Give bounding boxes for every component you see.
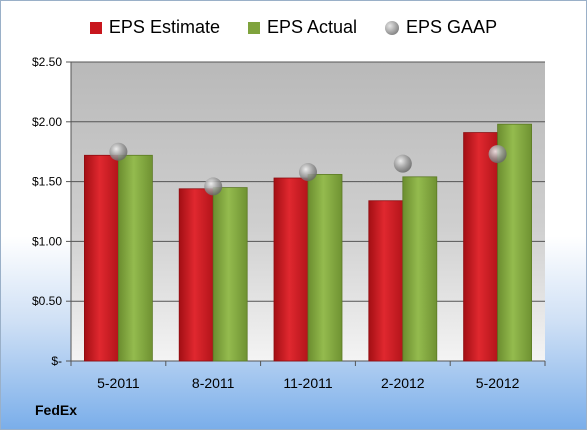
y-tick-label: $2.50 — [32, 55, 62, 69]
marker-eps-gaap — [109, 142, 128, 161]
legend-swatch-actual — [247, 21, 260, 34]
legend-label-actual: EPS Actual — [266, 17, 358, 37]
marker-eps-gaap — [488, 145, 507, 164]
bar-eps-estimate — [84, 154, 119, 362]
marker-eps-gaap — [299, 163, 317, 182]
legend-item-estimate: EPS Estimate — [89, 17, 220, 38]
marker-eps-gaap — [204, 177, 223, 196]
bar-eps-actual — [212, 187, 248, 362]
y-tick-label: $1.50 — [32, 175, 62, 189]
x-tick-label: 2-2012 — [381, 375, 425, 391]
y-tick-label: $2.00 — [32, 115, 62, 129]
legend: EPS Estimate EPS Actual EPS GAAP — [1, 17, 586, 38]
bar-eps-estimate — [178, 188, 214, 362]
x-tick-label: 5-2011 — [97, 375, 140, 391]
y-tick-label: $- — [51, 354, 62, 368]
x-tick-label: 8-2011 — [192, 375, 235, 391]
bar-eps-estimate — [273, 177, 309, 362]
x-tick-label: 5-2012 — [476, 375, 520, 391]
legend-swatch-estimate — [89, 21, 102, 34]
company-label: FedEx — [35, 402, 78, 418]
bar-eps-estimate — [368, 200, 404, 362]
x-tick-label: 11-2011 — [283, 375, 333, 391]
y-tick-label: $1.00 — [32, 234, 62, 248]
legend-marker-gaap — [385, 20, 400, 35]
bar-eps-actual — [402, 176, 438, 362]
bar-eps-estimate — [463, 132, 499, 362]
y-tick-label: $0.50 — [32, 294, 62, 308]
legend-label-gaap: EPS GAAP — [406, 17, 498, 37]
bar-eps-actual — [307, 174, 343, 362]
legend-item-actual: EPS Actual — [247, 17, 358, 38]
bar-eps-actual — [118, 154, 153, 362]
legend-label-estimate: EPS Estimate — [108, 17, 220, 37]
marker-eps-gaap — [393, 154, 412, 173]
legend-item-gaap: EPS GAAP — [385, 17, 497, 38]
bar-eps-actual — [497, 123, 533, 362]
